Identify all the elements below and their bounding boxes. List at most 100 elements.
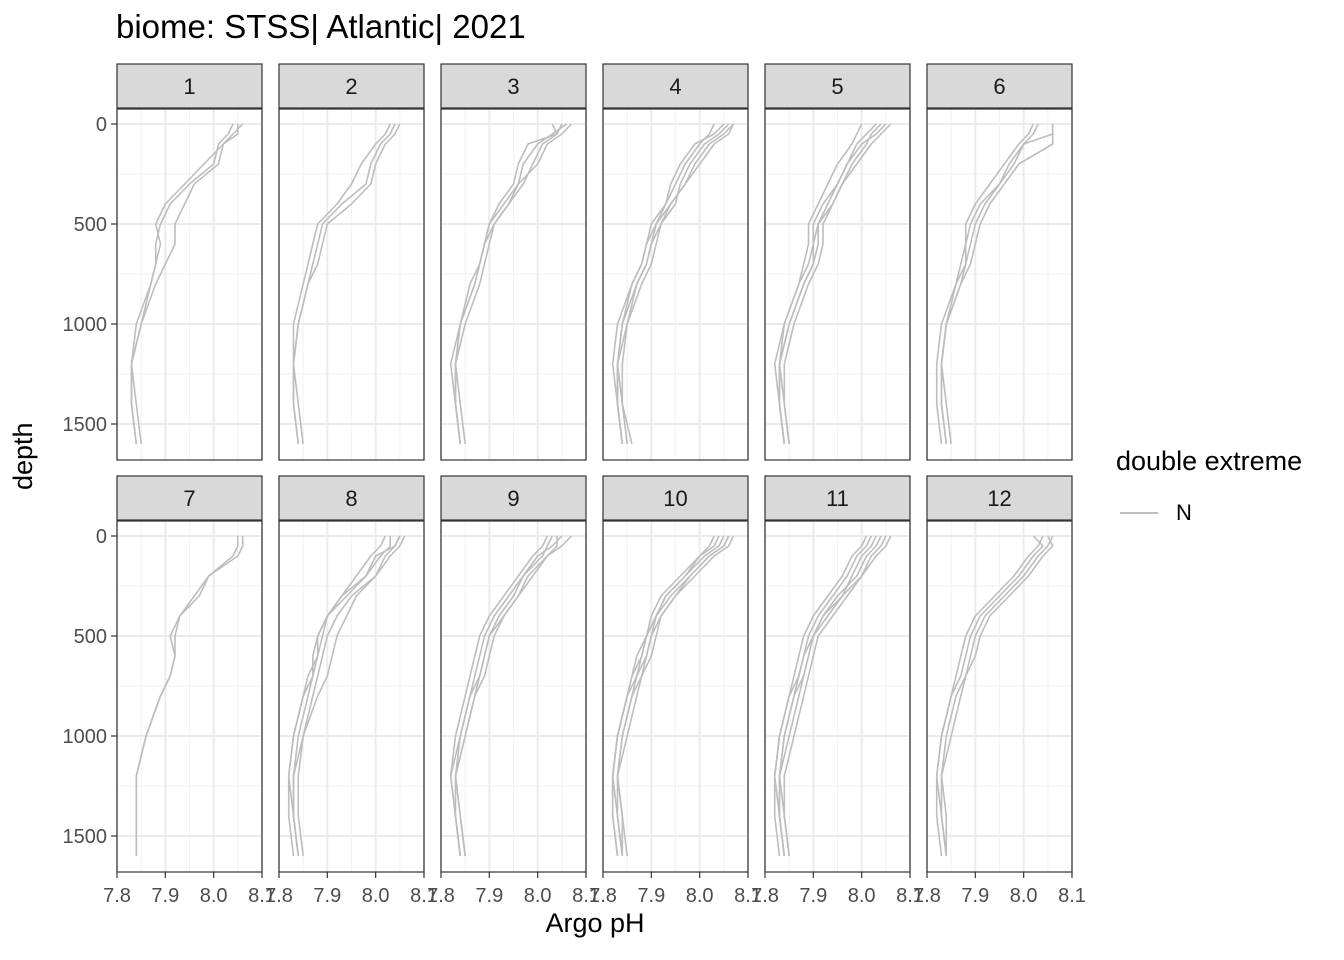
- legend-entry-label: N: [1176, 500, 1192, 525]
- facet-strip-label: 8: [345, 486, 357, 511]
- profile-line: [616, 535, 730, 856]
- facet-panel-1: 1 0 500 1000 1500: [63, 63, 263, 461]
- facet-strip: [440, 63, 587, 109]
- profile-lines: [292, 123, 401, 445]
- facet-panel-7: 7 0 500 1000 1500 7.8 7.9 8.0 8.1: [63, 475, 276, 907]
- panel-border: [764, 520, 911, 873]
- x-tick-label: 7.9: [961, 885, 989, 907]
- facet-panel-6: 6: [926, 63, 1073, 461]
- facet-strip: [764, 475, 911, 521]
- facet-panel-8: 8 7.8 7.9 8.0 8.1: [265, 475, 438, 907]
- x-tick-label: 7.9: [799, 885, 827, 907]
- x-tick-label: 7.8: [103, 885, 131, 907]
- profile-line: [135, 536, 244, 856]
- profile-lines: [130, 123, 244, 445]
- x-tick-label: 8.1: [410, 885, 438, 907]
- x-tick-label: 8.0: [1010, 885, 1038, 907]
- profile-line: [297, 535, 401, 857]
- profile-line: [783, 123, 892, 445]
- x-tick-label: 7.9: [313, 885, 341, 907]
- x-tick-label: 8.0: [524, 885, 552, 907]
- profile-line: [616, 123, 735, 445]
- x-tick-label: 8.1: [248, 885, 276, 907]
- profile-lines: [935, 535, 1054, 857]
- facet-strip: [116, 475, 263, 521]
- profile-line: [449, 123, 573, 445]
- facet-strip: [764, 63, 911, 109]
- profile-lines: [935, 123, 1054, 445]
- facet-strip: [278, 475, 425, 521]
- profile-line: [935, 123, 1039, 445]
- profile-line: [130, 123, 244, 445]
- x-tick-label: 7.9: [151, 885, 179, 907]
- facet-strip-label: 2: [345, 74, 357, 99]
- facet-strip: [116, 63, 263, 109]
- facet-panel-5: 5: [764, 63, 911, 461]
- panel-border: [764, 108, 911, 461]
- x-tick-label: 8.1: [896, 885, 924, 907]
- x-axis-title-text: Argo pH: [545, 908, 645, 938]
- profile-line: [454, 536, 558, 857]
- facet-strip-label: 10: [663, 486, 687, 511]
- facet-strip-label: 11: [826, 486, 849, 511]
- panel-border: [602, 520, 749, 873]
- facet-strip-label: 9: [507, 486, 519, 511]
- profile-line: [454, 123, 568, 445]
- y-tick-label: 1000: [63, 726, 108, 748]
- x-tick-label: 7.9: [637, 885, 665, 907]
- chart-title: biome: STSS| Atlantic| 2021: [116, 8, 526, 45]
- facet-panel-4: 4: [602, 63, 749, 461]
- profile-lines: [611, 123, 735, 445]
- panel-border: [602, 108, 749, 461]
- profile-lines: [449, 535, 573, 857]
- y-tick-label: 500: [74, 626, 107, 648]
- profile-line: [616, 123, 735, 445]
- profile-line: [287, 535, 387, 857]
- profile-line: [292, 123, 391, 445]
- y-tick-label: 0: [96, 526, 107, 548]
- facet-panel-10: 10 7.8 7.9 8.0 8.1: [589, 475, 762, 907]
- panel-border: [440, 520, 587, 873]
- facet-panel-2: 2: [278, 63, 425, 461]
- y-tick-label: 1500: [63, 414, 108, 436]
- legend-key-line: [1120, 512, 1158, 514]
- profile-line: [292, 535, 406, 857]
- panel-border: [440, 108, 587, 461]
- x-tick-label: 8.0: [362, 885, 390, 907]
- profile-line: [778, 123, 882, 445]
- panel-border: [116, 108, 263, 461]
- profile-line: [783, 535, 887, 857]
- facet-panel-11: 11 7.8 7.9 8.0 8.1: [751, 475, 924, 907]
- x-tick-label: 8.0: [686, 885, 714, 907]
- profile-lines: [449, 123, 573, 445]
- facet-strip-label: 1: [183, 74, 195, 99]
- profile-line: [292, 535, 401, 857]
- facet-strip: [602, 475, 749, 521]
- profile-line: [773, 535, 868, 857]
- facet-strip: [440, 475, 587, 521]
- facet-strip: [278, 63, 425, 109]
- profile-lines: [611, 535, 735, 857]
- facet-strip-label: 5: [831, 74, 843, 99]
- x-tick-label: 8.0: [200, 885, 228, 907]
- profile-line: [611, 123, 715, 445]
- panel-border: [926, 108, 1073, 461]
- profile-line: [778, 535, 882, 857]
- facet-strip-label: 12: [987, 486, 1011, 511]
- facet-panel-3: 3: [440, 63, 587, 461]
- facet-panel-9: 9 7.8 7.9 8.0 8.1: [427, 475, 600, 907]
- x-axis-title: Argo pH: [0, 908, 1190, 939]
- facet-strip-label: 7: [183, 486, 195, 511]
- x-tick-label: 8.0: [848, 885, 876, 907]
- facet-strip: [926, 475, 1073, 521]
- profile-line: [611, 535, 720, 857]
- x-tick-label: 7.8: [913, 885, 941, 907]
- profile-line: [940, 123, 1035, 445]
- y-tick-label: 500: [74, 214, 107, 236]
- y-tick-label: 1000: [63, 314, 108, 336]
- facet-strip: [602, 63, 749, 109]
- facet-panel-12: 12 7.8 7.9 8.0 8.1: [913, 475, 1086, 907]
- profile-lines: [773, 535, 892, 857]
